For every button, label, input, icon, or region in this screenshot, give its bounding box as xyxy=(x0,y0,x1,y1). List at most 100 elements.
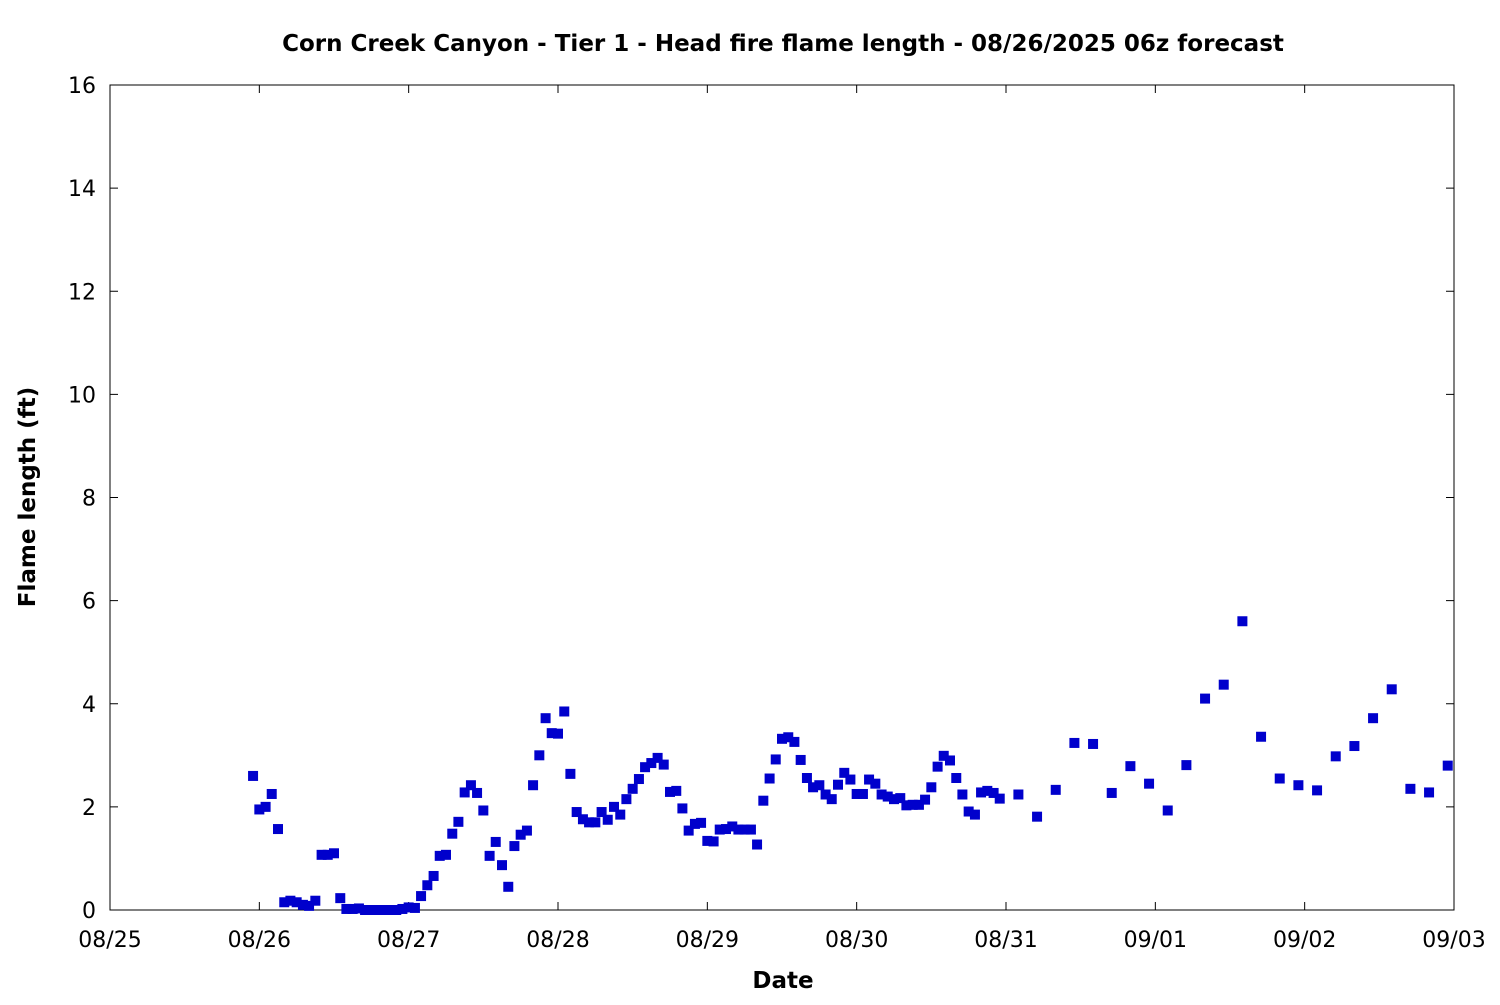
data-point xyxy=(683,825,694,836)
data-point xyxy=(521,825,532,836)
data-point xyxy=(770,754,781,765)
data-point xyxy=(310,895,321,906)
data-point xyxy=(484,850,495,861)
data-point xyxy=(1032,811,1043,822)
data-point xyxy=(571,807,582,818)
data-point xyxy=(621,794,632,805)
data-point xyxy=(1368,713,1379,724)
data-point xyxy=(1349,741,1360,752)
data-point xyxy=(665,786,675,797)
chart-title: Corn Creek Canyon - Tier 1 - Head fire f… xyxy=(282,31,1284,57)
data-point xyxy=(646,758,657,769)
x-tick-label: 08/31 xyxy=(974,928,1037,953)
data-point xyxy=(584,817,595,828)
data-point xyxy=(347,903,358,914)
data-point xyxy=(329,848,339,859)
data-point xyxy=(509,841,520,852)
data-point xyxy=(472,787,483,798)
data-point xyxy=(814,780,825,791)
data-point xyxy=(366,905,377,915)
data-point xyxy=(515,829,526,840)
data-point xyxy=(497,860,507,871)
x-tick-label: 08/27 xyxy=(377,928,440,953)
y-tick-label: 12 xyxy=(68,280,96,305)
data-point xyxy=(590,817,601,828)
data-point xyxy=(254,804,265,815)
data-point xyxy=(378,905,389,915)
data-point xyxy=(540,713,551,724)
y-axis-label: Flame length (ft) xyxy=(15,387,41,607)
data-point xyxy=(920,794,931,805)
data-point xyxy=(503,881,514,892)
data-point xyxy=(702,835,713,846)
y-tick-label: 8 xyxy=(82,487,96,512)
data-point xyxy=(727,821,738,832)
data-point xyxy=(1330,751,1341,762)
data-point xyxy=(633,774,644,785)
y-tick-label: 4 xyxy=(82,693,96,718)
data-point xyxy=(490,836,501,847)
data-point xyxy=(889,794,899,805)
data-point xyxy=(913,799,924,810)
data-point xyxy=(273,824,283,835)
data-point xyxy=(752,839,763,850)
data-point xyxy=(640,762,651,773)
data-point xyxy=(316,849,327,860)
data-point xyxy=(627,783,638,794)
y-tick-label: 14 xyxy=(68,177,96,202)
data-point xyxy=(1106,787,1117,798)
data-point xyxy=(1274,773,1285,784)
data-point xyxy=(777,733,787,744)
data-point xyxy=(938,750,949,761)
y-tick-label: 0 xyxy=(82,899,96,924)
data-point xyxy=(652,752,663,763)
data-point xyxy=(758,795,769,806)
data-point xyxy=(341,903,352,914)
data-point xyxy=(1200,693,1211,704)
x-tick-label: 08/28 xyxy=(526,928,589,953)
x-tick-label: 08/25 xyxy=(78,928,141,953)
x-tick-label: 09/01 xyxy=(1124,928,1187,953)
data-point xyxy=(441,849,451,860)
data-point xyxy=(546,728,557,739)
y-tick-label: 16 xyxy=(68,74,96,99)
data-point xyxy=(857,788,868,799)
data-point xyxy=(602,814,613,825)
data-point xyxy=(864,774,875,785)
data-point xyxy=(783,732,794,743)
data-point xyxy=(789,736,800,747)
data-point xyxy=(839,767,850,778)
data-point xyxy=(1386,684,1397,695)
data-point xyxy=(808,782,819,793)
data-point xyxy=(733,824,744,835)
data-point xyxy=(1069,737,1080,748)
data-point xyxy=(291,897,302,908)
data-point xyxy=(1424,787,1435,798)
data-point xyxy=(478,805,489,816)
data-point xyxy=(385,905,395,915)
data-point xyxy=(1442,760,1453,771)
data-point xyxy=(453,816,464,827)
data-point xyxy=(279,897,290,908)
data-point xyxy=(403,902,414,913)
data-point xyxy=(721,824,731,835)
data-point xyxy=(335,893,346,904)
y-axis: 0 2 4 6 8 10 12 14 16 xyxy=(68,74,1454,924)
data-point xyxy=(459,787,470,798)
data-point xyxy=(577,814,588,825)
data-point xyxy=(609,801,619,812)
data-point xyxy=(1405,783,1416,794)
data-point xyxy=(882,791,893,802)
data-point xyxy=(801,773,812,783)
data-point xyxy=(851,788,862,799)
x-tick-label: 08/30 xyxy=(825,928,888,953)
data-point xyxy=(285,895,296,906)
data-point xyxy=(870,778,881,789)
data-point xyxy=(708,836,719,847)
data-point xyxy=(416,891,427,902)
data-point xyxy=(1218,679,1229,690)
data-point xyxy=(391,905,402,915)
data-point xyxy=(266,788,277,799)
